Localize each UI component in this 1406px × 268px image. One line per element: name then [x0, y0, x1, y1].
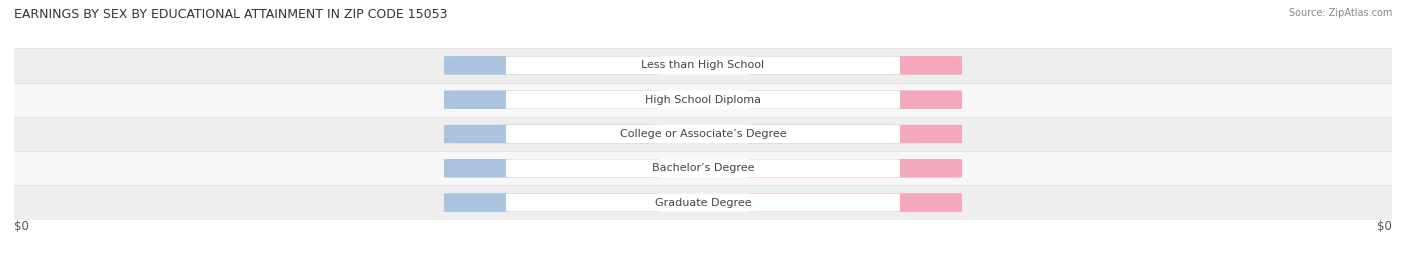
FancyBboxPatch shape	[747, 193, 962, 212]
FancyBboxPatch shape	[747, 90, 962, 109]
FancyBboxPatch shape	[506, 91, 900, 109]
FancyBboxPatch shape	[444, 56, 659, 75]
Text: $0: $0	[544, 95, 558, 105]
FancyBboxPatch shape	[444, 159, 659, 178]
Bar	[14, 83, 1392, 117]
Bar	[14, 48, 1392, 83]
FancyBboxPatch shape	[506, 125, 900, 143]
FancyBboxPatch shape	[747, 56, 962, 75]
Text: $0: $0	[848, 163, 862, 173]
Text: $0: $0	[544, 198, 558, 208]
Text: $0: $0	[848, 60, 862, 70]
FancyBboxPatch shape	[747, 159, 962, 178]
Text: $0: $0	[544, 60, 558, 70]
FancyBboxPatch shape	[506, 56, 900, 75]
Text: $0: $0	[544, 163, 558, 173]
Text: EARNINGS BY SEX BY EDUCATIONAL ATTAINMENT IN ZIP CODE 15053: EARNINGS BY SEX BY EDUCATIONAL ATTAINMEN…	[14, 8, 447, 21]
Bar	[14, 185, 1392, 220]
Text: Less than High School: Less than High School	[641, 60, 765, 70]
Text: College or Associate’s Degree: College or Associate’s Degree	[620, 129, 786, 139]
FancyBboxPatch shape	[444, 193, 659, 212]
FancyBboxPatch shape	[444, 125, 659, 143]
Text: $0: $0	[848, 95, 862, 105]
FancyBboxPatch shape	[506, 193, 900, 212]
Text: Bachelor’s Degree: Bachelor’s Degree	[652, 163, 754, 173]
Text: $0: $0	[848, 129, 862, 139]
Text: Graduate Degree: Graduate Degree	[655, 198, 751, 208]
FancyBboxPatch shape	[506, 159, 900, 177]
Text: High School Diploma: High School Diploma	[645, 95, 761, 105]
Text: $0: $0	[544, 129, 558, 139]
FancyBboxPatch shape	[444, 90, 659, 109]
FancyBboxPatch shape	[747, 125, 962, 143]
Text: $0: $0	[14, 220, 30, 233]
Bar	[14, 117, 1392, 151]
Text: $0: $0	[848, 198, 862, 208]
Bar	[14, 151, 1392, 185]
Text: Source: ZipAtlas.com: Source: ZipAtlas.com	[1288, 8, 1392, 18]
Text: $0: $0	[1376, 220, 1392, 233]
